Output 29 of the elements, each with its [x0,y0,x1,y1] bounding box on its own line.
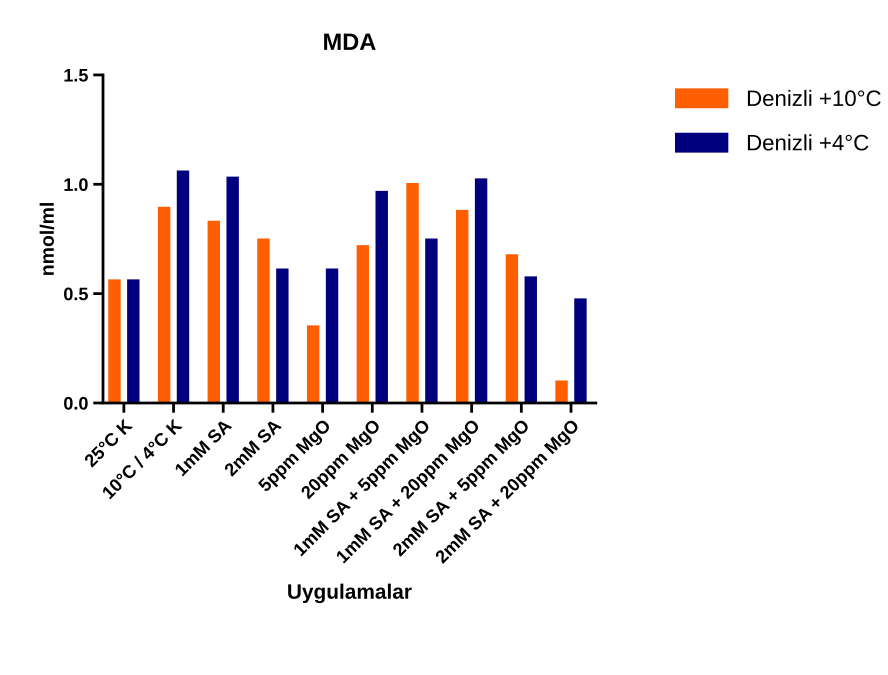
y-tick-label: 0.5 [64,288,88,300]
bar [356,245,370,403]
bar [226,176,239,403]
bar [574,298,587,403]
bar [474,178,488,403]
bar [326,268,338,403]
bar [127,279,140,403]
legend-label: Denizli +10°C [748,90,881,106]
bar [158,206,170,403]
legend-label: Denizli +4°C [748,134,868,151]
y-tick-label: 1.0 [64,178,88,191]
bar [108,279,121,403]
bar [555,380,568,403]
y-axis-title: nmol/ml [40,203,54,275]
bar [376,190,388,403]
chart-title: MDA [324,34,376,50]
bar [506,254,518,403]
y-tick-label: 1.5 [64,69,88,82]
x-axis-title: Uygulamalar [288,584,412,604]
bar [425,238,438,403]
bar [276,268,289,403]
bar [208,220,220,403]
bar [306,325,320,403]
bar [406,182,419,403]
y-tick-label: 0.0 [64,396,88,410]
bar [176,170,190,403]
bar [456,210,468,403]
bar [257,238,270,403]
bar [524,276,537,403]
